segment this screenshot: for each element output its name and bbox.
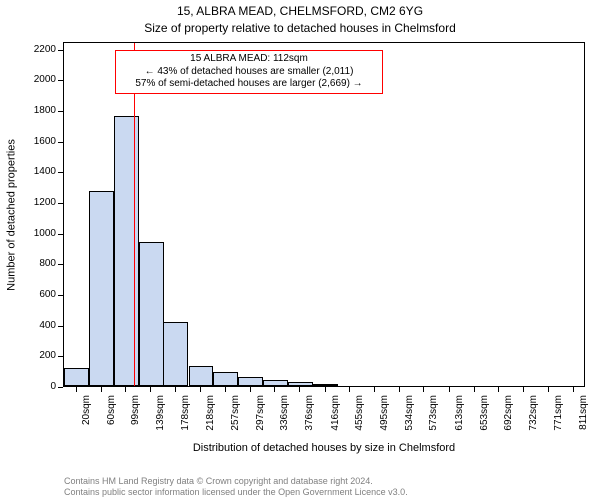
footer-line-2: Contains public sector information licen…: [64, 487, 408, 498]
y-tick-label: 1400: [22, 166, 56, 177]
y-tick-label: 1800: [22, 105, 56, 116]
x-tick: [225, 387, 226, 392]
x-tick: [349, 387, 350, 392]
histogram-bar: [263, 380, 288, 386]
x-tick: [200, 387, 201, 392]
y-tick-label: 400: [22, 320, 56, 331]
x-tick-label: 455sqm: [354, 395, 365, 445]
x-tick-label: 139sqm: [155, 395, 166, 445]
y-tick: [58, 172, 63, 173]
y-tick: [58, 234, 63, 235]
y-tick: [58, 356, 63, 357]
x-tick-label: 653sqm: [479, 395, 490, 445]
x-tick-label: 771sqm: [553, 395, 564, 445]
x-tick-label: 613sqm: [454, 395, 465, 445]
x-tick-label: 297sqm: [255, 395, 266, 445]
x-tick: [250, 387, 251, 392]
x-tick-label: 692sqm: [503, 395, 514, 445]
y-tick: [58, 264, 63, 265]
x-tick: [548, 387, 549, 392]
y-tick-label: 0: [22, 381, 56, 392]
x-tick-label: 178sqm: [180, 395, 191, 445]
y-tick-label: 800: [22, 258, 56, 269]
x-tick: [76, 387, 77, 392]
x-tick: [449, 387, 450, 392]
y-tick: [58, 111, 63, 112]
x-tick: [523, 387, 524, 392]
histogram-bar: [64, 368, 89, 386]
annotation-line-1: 15 ALBRA MEAD: 112sqm: [122, 53, 376, 66]
x-tick-label: 534sqm: [404, 395, 415, 445]
x-tick: [474, 387, 475, 392]
x-tick: [498, 387, 499, 392]
y-tick: [58, 326, 63, 327]
x-tick: [175, 387, 176, 392]
y-tick-label: 1600: [22, 136, 56, 147]
x-tick: [299, 387, 300, 392]
x-tick: [399, 387, 400, 392]
x-tick-label: 416sqm: [330, 395, 341, 445]
histogram-bar: [238, 377, 263, 386]
y-tick-label: 200: [22, 350, 56, 361]
x-tick: [325, 387, 326, 392]
annotation-line-3: 57% of semi-detached houses are larger (…: [122, 78, 376, 91]
x-tick: [125, 387, 126, 392]
chart-supertitle: 15, ALBRA MEAD, CHELMSFORD, CM2 6YG: [0, 4, 600, 18]
x-tick-label: 376sqm: [304, 395, 315, 445]
y-tick: [58, 142, 63, 143]
license-footer: Contains HM Land Registry data © Crown c…: [64, 476, 408, 499]
x-tick: [150, 387, 151, 392]
x-tick-label: 495sqm: [379, 395, 390, 445]
figure-container: { "layout": { "canvas_w": 600, "canvas_h…: [0, 0, 600, 500]
x-tick: [101, 387, 102, 392]
histogram-bar: [313, 384, 338, 386]
y-tick: [58, 387, 63, 388]
x-tick: [374, 387, 375, 392]
y-tick-label: 2200: [22, 44, 56, 55]
histogram-bar: [189, 366, 214, 386]
y-tick-label: 1000: [22, 228, 56, 239]
histogram-bar: [139, 242, 164, 386]
y-tick: [58, 295, 63, 296]
x-tick-label: 811sqm: [578, 395, 589, 445]
x-tick-label: 257sqm: [230, 395, 241, 445]
y-tick: [58, 203, 63, 204]
chart-title: Size of property relative to detached ho…: [0, 21, 600, 35]
x-tick-label: 60sqm: [106, 395, 117, 445]
x-tick-label: 732sqm: [528, 395, 539, 445]
annotation-line-2: ← 43% of detached houses are smaller (2,…: [122, 66, 376, 79]
y-tick-label: 600: [22, 289, 56, 300]
histogram-bar: [163, 322, 188, 386]
y-tick: [58, 50, 63, 51]
histogram-bar: [288, 382, 313, 386]
histogram-bar: [89, 191, 114, 386]
x-tick: [274, 387, 275, 392]
x-tick-label: 573sqm: [428, 395, 439, 445]
x-tick-label: 218sqm: [205, 395, 216, 445]
x-tick-label: 336sqm: [279, 395, 290, 445]
y-axis-label: Number of detached properties: [5, 43, 17, 388]
x-tick-label: 20sqm: [81, 395, 92, 445]
x-tick-label: 99sqm: [130, 395, 141, 445]
y-tick-label: 1200: [22, 197, 56, 208]
y-tick-label: 2000: [22, 74, 56, 85]
histogram-bar: [213, 372, 238, 386]
y-tick: [58, 80, 63, 81]
reference-line: [134, 43, 135, 386]
x-tick: [573, 387, 574, 392]
footer-line-1: Contains HM Land Registry data © Crown c…: [64, 476, 408, 487]
x-tick: [423, 387, 424, 392]
annotation-box: 15 ALBRA MEAD: 112sqm ← 43% of detached …: [115, 50, 383, 94]
